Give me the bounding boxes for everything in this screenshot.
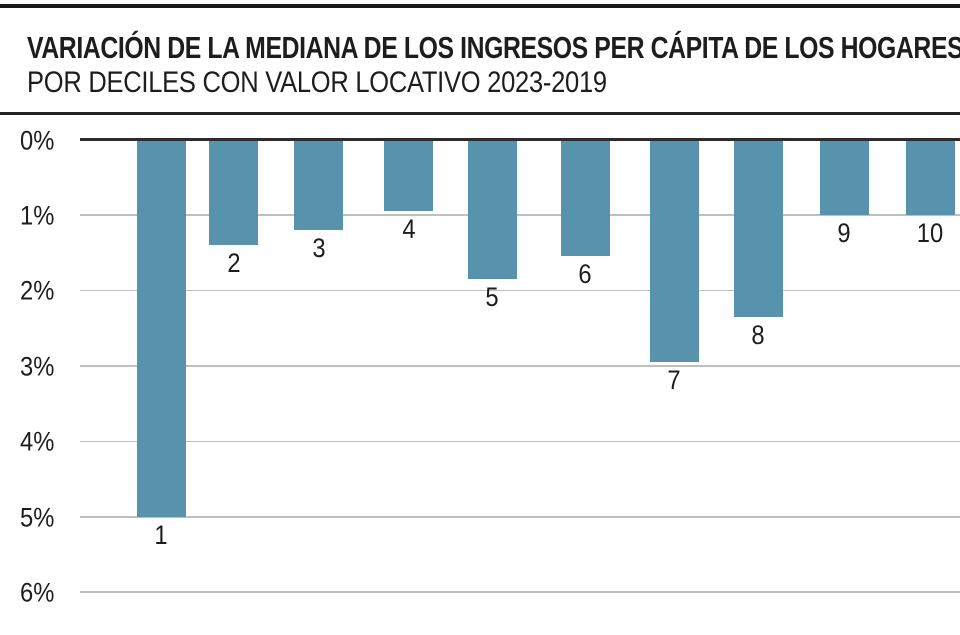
gridline-2pct	[80, 289, 960, 292]
bar-label-decile-1: 1	[154, 519, 168, 550]
y-tick-label-0pct: 0%	[20, 125, 55, 155]
y-tick-label-3pct: 3%	[20, 351, 55, 382]
gridline-4pct	[80, 440, 960, 443]
y-tick-label-6pct: 6%	[20, 577, 55, 608]
bar-label-decile-3: 3	[311, 233, 326, 264]
y-tick-label-2pct: 2%	[20, 275, 55, 306]
bar-label-decile-8: 8	[751, 319, 765, 350]
bar-label-decile-4: 4	[401, 214, 416, 245]
bar-label-decile-10: 10	[916, 217, 944, 248]
bar-label-decile-9: 9	[837, 217, 851, 248]
bar-label-decile-2: 2	[226, 248, 241, 279]
bar-decile-1	[136, 139, 186, 517]
zero-axis-line	[80, 138, 960, 141]
bar-decile-9	[819, 139, 869, 215]
bar-decile-7	[649, 139, 699, 363]
bar-label-decile-6: 6	[578, 259, 592, 290]
gridline-1pct	[80, 214, 960, 216]
y-tick-label-5pct: 5%	[20, 502, 55, 533]
bar-decile-6	[560, 139, 610, 257]
bar-decile-5	[467, 139, 517, 280]
gridline-3pct	[80, 365, 960, 367]
bar-decile-10	[905, 139, 955, 215]
bar-decile-4	[384, 139, 433, 212]
gridline-5pct	[80, 516, 960, 518]
bar-label-decile-7: 7	[667, 365, 681, 396]
bar-decile-2	[209, 139, 258, 246]
chart-subtitle: POR DECILES CON VALOR LOCATIVO 2023-2019	[27, 66, 607, 99]
bar-decile-3	[294, 139, 343, 231]
y-tick-label-1pct: 1%	[20, 200, 55, 231]
chart-title: VARIACIÓN DE LA MEDIANA DE LOS INGRESOS …	[27, 30, 960, 65]
bar-label-decile-5: 5	[485, 282, 499, 313]
y-tick-label-4pct: 4%	[20, 426, 55, 457]
top-rule	[0, 4, 960, 8]
header-divider	[0, 112, 960, 115]
gridline-6pct	[80, 591, 960, 593]
bar-decile-8	[733, 139, 783, 317]
